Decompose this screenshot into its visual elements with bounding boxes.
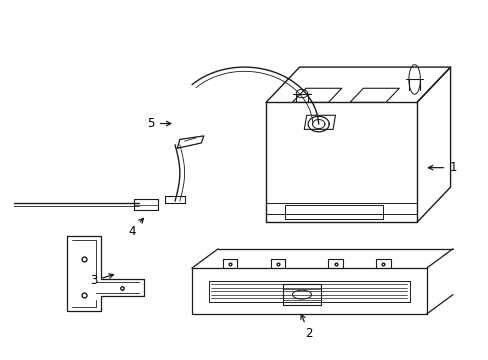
Text: 3: 3 bbox=[90, 274, 113, 287]
Text: 5: 5 bbox=[147, 117, 170, 130]
Text: 2: 2 bbox=[300, 314, 312, 340]
Text: 4: 4 bbox=[128, 219, 143, 238]
Text: 1: 1 bbox=[427, 161, 456, 174]
